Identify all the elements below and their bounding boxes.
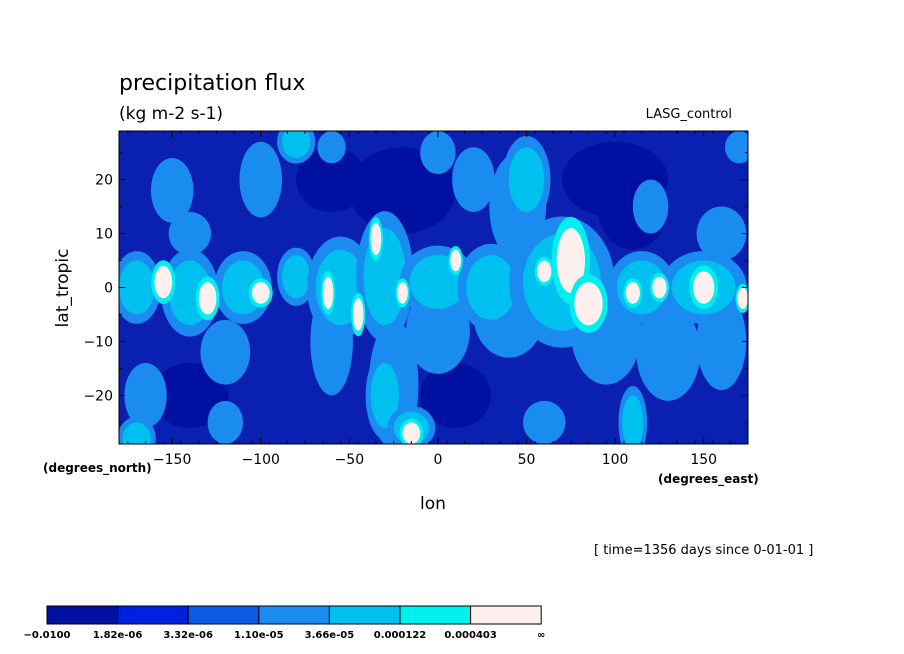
white-patch — [198, 282, 217, 315]
legend-level-label: 0.000122 — [374, 630, 427, 641]
white-patch — [154, 265, 173, 299]
color-legend: −0.0100 1.82e-06 3.32e-06 1.10e-05 3.66e-05 0… — [24, 605, 545, 641]
lightblue-patch — [420, 131, 456, 175]
white-patch — [625, 282, 640, 304]
x-tick-label: 50 — [518, 452, 536, 468]
legend-swatch — [399, 605, 472, 625]
lightblue-patch — [522, 400, 566, 444]
x-axis-label: lon — [420, 494, 446, 514]
cyan-patch — [466, 255, 516, 320]
precip-field — [119, 131, 748, 444]
x-tick-label: 150 — [690, 452, 717, 468]
white-patch — [537, 260, 552, 283]
legend-swatch — [470, 605, 542, 625]
legend-level-label: 1.10e-05 — [234, 630, 284, 641]
white-patch — [693, 271, 715, 304]
white-patch-group — [151, 216, 748, 444]
x-tick-label: −100 — [242, 452, 280, 468]
chart-title: precipitation flux — [119, 71, 305, 96]
white-patch — [322, 276, 334, 310]
lightblue-patch — [724, 131, 748, 164]
dark-patch — [296, 147, 368, 212]
legend-swatch — [187, 605, 260, 625]
lightblue-patch — [200, 319, 251, 385]
cyan-patch — [370, 363, 399, 428]
y-tick-label: 20 — [95, 173, 113, 189]
legend-level-label: 3.32e-06 — [163, 630, 213, 641]
chart-units: (kg m-2 s-1) — [119, 104, 223, 124]
y-unit-label: (degrees_north) — [43, 461, 152, 476]
x-tick-label: 0 — [433, 452, 442, 468]
cyan-patch — [282, 131, 311, 158]
legend-swatch — [328, 605, 401, 625]
white-patch — [737, 287, 748, 310]
x-axis-ticks: −150 −100 −50 0 50 100 150 — [127, 131, 749, 468]
y-axis-label: lat_tropic — [53, 249, 73, 328]
x-tick-label: 100 — [602, 452, 629, 468]
x-tick-label: −50 — [335, 452, 365, 468]
y-tick-label: 10 — [95, 227, 113, 243]
legend-level-label: 0.000403 — [444, 630, 497, 641]
white-patch — [352, 298, 364, 331]
white-patch — [402, 422, 421, 444]
legend-swatch — [117, 605, 189, 625]
legend-level-label: 1.82e-06 — [93, 630, 143, 641]
time-label: [ time=1356 days since 0-01-01 ] — [594, 543, 813, 558]
dark-patch — [420, 363, 492, 428]
lightblue-patch — [150, 157, 194, 223]
cyan-patch — [122, 422, 151, 444]
white-patch — [397, 282, 408, 304]
white-patch — [652, 276, 667, 299]
legend-level-label: −0.0100 — [24, 630, 71, 641]
lightblue-patch — [124, 363, 167, 428]
lightblue-patch — [632, 179, 669, 234]
dark-patch — [150, 363, 229, 428]
lightblue-patch — [636, 303, 701, 401]
white-patch — [556, 228, 585, 293]
y-tick-label: −20 — [83, 388, 113, 404]
white-patch — [251, 282, 270, 304]
x-unit-label: (degrees_east) — [658, 472, 759, 487]
x-tick-label: −150 — [153, 452, 191, 468]
white-patch — [370, 222, 382, 256]
cyan-patch — [282, 255, 311, 299]
y-tick-label: 0 — [104, 281, 113, 297]
lightblue-patch — [696, 206, 747, 261]
white-patch — [450, 249, 461, 272]
experiment-label: LASG_control — [646, 107, 732, 122]
lightblue-patch — [207, 400, 244, 444]
lightblue-patch — [317, 131, 346, 164]
cyan-patch — [119, 260, 155, 315]
cyan-patch — [622, 395, 644, 444]
legend-level-label: 3.66e-05 — [305, 630, 355, 641]
legend-swatch — [258, 605, 330, 625]
y-tick-label: −10 — [83, 334, 113, 350]
lightblue-patch — [168, 211, 212, 256]
legend-swatch — [46, 605, 119, 625]
legend-level-label: ∞ — [537, 630, 545, 641]
lightblue-patch — [452, 147, 495, 212]
cyan-patch — [508, 147, 545, 212]
lightblue-patch — [239, 141, 283, 218]
y-axis-ticks: −20 −10 0 10 20 — [83, 152, 748, 423]
white-patch — [574, 282, 603, 326]
